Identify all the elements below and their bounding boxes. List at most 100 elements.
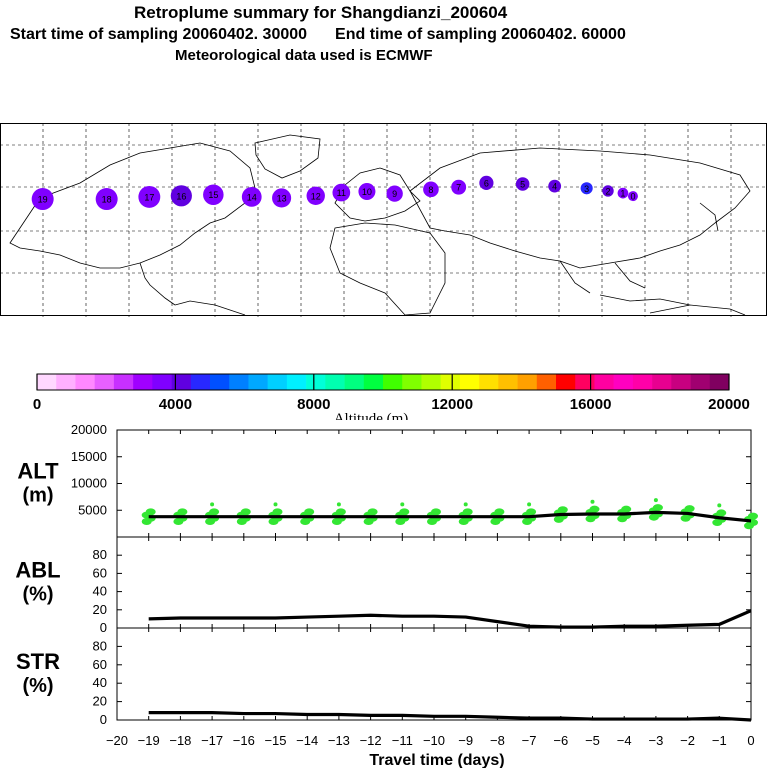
map-frame bbox=[0, 123, 767, 316]
x-tick-label: −9 bbox=[458, 733, 473, 748]
alt-cluster-dot bbox=[462, 508, 473, 516]
x-tick-label: −11 bbox=[392, 733, 413, 748]
colorbar-swatch bbox=[344, 374, 365, 390]
alt-outlier-dot bbox=[336, 502, 341, 507]
str-series-line bbox=[148, 711, 752, 722]
plume-cluster-marker bbox=[358, 183, 376, 200]
alt-outlier-dot bbox=[527, 502, 532, 507]
alt-ytick-label: 5000 bbox=[78, 502, 107, 517]
alt-cluster-dot bbox=[557, 506, 568, 514]
map-coastlines bbox=[9, 134, 751, 316]
alt-cluster-dot bbox=[431, 508, 441, 516]
alt-cluster-dot bbox=[652, 504, 663, 512]
colorbar-tick-label: 20000 bbox=[708, 396, 750, 413]
alt-outlier-dot bbox=[273, 502, 278, 507]
str-axis-label: STR bbox=[16, 649, 60, 674]
alt-cluster-dot bbox=[240, 508, 251, 516]
x-tick-label: −13 bbox=[328, 733, 350, 748]
plume-cluster-marker bbox=[170, 185, 192, 207]
alt-cluster-dot bbox=[621, 505, 632, 513]
alt-cluster-dot bbox=[304, 508, 315, 516]
alt-cluster-dot bbox=[367, 508, 378, 516]
alt-cluster-dot bbox=[335, 508, 346, 516]
colorbar-swatch bbox=[248, 374, 268, 390]
plume-cluster-day-label: 8 bbox=[428, 185, 433, 195]
plume-cluster-day-label: 9 bbox=[392, 189, 397, 199]
colorbar-tick-label: 8000 bbox=[297, 396, 330, 413]
plume-cluster-day-label: 12 bbox=[311, 191, 321, 201]
x-tick-label: −12 bbox=[360, 733, 382, 748]
x-tick-label: −4 bbox=[617, 733, 632, 748]
x-tick-label: −15 bbox=[264, 733, 286, 748]
str-ytick-label: 60 bbox=[93, 657, 107, 672]
colorbar-swatch bbox=[594, 374, 614, 390]
alt-cluster-dot bbox=[177, 508, 188, 516]
alt-axis-unit: (m) bbox=[22, 485, 53, 507]
colorbar-swatch bbox=[363, 374, 384, 390]
abl-ytick-label: 0 bbox=[100, 620, 107, 635]
met-data-label: Meteorological data used is ECMWF bbox=[175, 47, 433, 64]
colorbar-swatch bbox=[536, 374, 557, 390]
colorbar-swatch bbox=[517, 374, 538, 390]
alt-cluster-dot bbox=[494, 508, 505, 516]
plume-cluster-marker bbox=[203, 184, 224, 205]
colorbar-swatch bbox=[652, 374, 672, 390]
map-gridlines bbox=[0, 123, 768, 317]
colorbar-swatch bbox=[479, 374, 499, 390]
colorbar-swatch bbox=[37, 374, 57, 390]
x-tick-label: −16 bbox=[233, 733, 255, 748]
alt-ytick-label: 10000 bbox=[71, 476, 107, 491]
colorbar-swatch bbox=[690, 374, 711, 390]
plume-cluster-marker bbox=[602, 185, 614, 197]
x-axis: −20 −19 −18 −17 −16 −15 −14 −13 −12 −11 −10 −9 −8 −7−… bbox=[106, 733, 755, 768]
time-series-panels: ALT(m)5000100001500020000ABL(%)020406080… bbox=[15, 422, 758, 768]
alt-cluster-dot bbox=[145, 508, 156, 516]
chart-title: Retroplume summary for Shangdianzi_20060… bbox=[134, 3, 508, 22]
alt-cluster-dot bbox=[526, 508, 537, 516]
x-tick-label: −3 bbox=[648, 733, 663, 748]
plume-cluster-day-label: 7 bbox=[456, 183, 461, 193]
plume-cluster-day-label: 3 bbox=[584, 184, 589, 194]
alt-cluster-dot bbox=[684, 505, 695, 513]
plume-cluster-marker bbox=[479, 175, 494, 190]
abl-ytick-label: 20 bbox=[93, 602, 107, 617]
str-ytick-label: 80 bbox=[93, 638, 107, 653]
plume-cluster-marker bbox=[95, 188, 118, 211]
alt-panel: ALT(m) 5000 10000 15000 20000 bbox=[17, 422, 758, 538]
colorbar-swatch bbox=[94, 374, 115, 390]
colorbar-swatch bbox=[171, 374, 192, 390]
plume-cluster-day-label: 10 bbox=[362, 187, 372, 197]
plume-cluster-marker bbox=[548, 179, 562, 193]
colorbar-swatch bbox=[190, 374, 211, 390]
plume-cluster-day-label: 15 bbox=[208, 190, 218, 200]
colorbar-swatch bbox=[421, 374, 441, 390]
end-time-label: End time of sampling 20060402. 60000 bbox=[335, 26, 626, 43]
x-axis-label: Travel time (days) bbox=[369, 752, 504, 768]
str-ytick-label: 0 bbox=[100, 712, 107, 727]
plume-cluster-day-label: 0 bbox=[630, 192, 635, 202]
x-tick-label: −18 bbox=[169, 733, 191, 748]
colorbar-tick-label: 16000 bbox=[570, 396, 612, 413]
plume-cluster-marker bbox=[617, 187, 629, 199]
str-panel-frame bbox=[116, 627, 752, 721]
plume-cluster-marker bbox=[306, 186, 325, 206]
x-tick-label: −1 bbox=[712, 733, 727, 748]
colorbar-swatch bbox=[325, 374, 345, 390]
plume-cluster-day-label: 5 bbox=[520, 179, 525, 189]
abl-ytick-label: 40 bbox=[93, 584, 107, 599]
plume-cluster-day-label: 11 bbox=[337, 188, 346, 198]
plume-cluster-marker bbox=[332, 183, 351, 202]
colorbar-swatch bbox=[440, 374, 461, 390]
colorbar-swatch bbox=[113, 374, 134, 390]
alt-outlier-dot bbox=[717, 503, 722, 508]
colorbar-swatch bbox=[709, 374, 730, 390]
colorbar-swatch bbox=[229, 374, 249, 390]
x-tick-label: −2 bbox=[680, 733, 695, 748]
colorbar-swatch bbox=[210, 374, 230, 390]
str-panel: STR(%) 0 20 40 60 80 bbox=[16, 627, 752, 727]
plume-cluster-day-label: 19 bbox=[38, 195, 48, 205]
alt-outlier-dot bbox=[463, 502, 468, 507]
colorbar-swatch bbox=[56, 374, 76, 390]
plume-cluster-day-label: 13 bbox=[277, 193, 287, 203]
